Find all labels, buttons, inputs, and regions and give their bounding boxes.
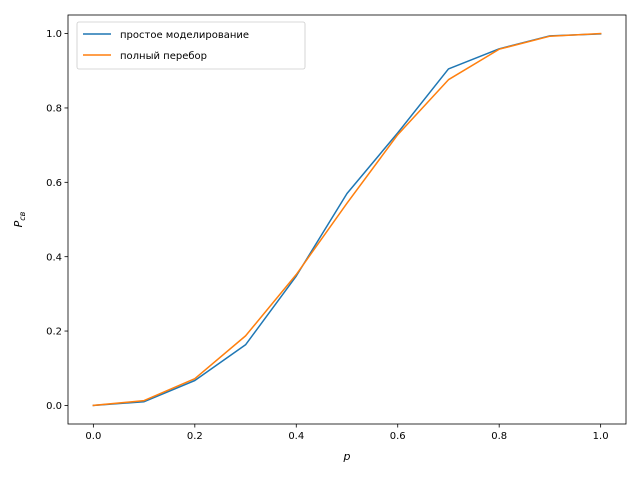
y-axis: 0.0 0.2 0.4 0.6 0.8 1.0	[46, 29, 68, 412]
y-tick-label: 1.0	[46, 29, 62, 40]
plot-frame	[67, 14, 627, 425]
y-axis-label-main: P	[12, 220, 25, 227]
y-axis-label: Pсв	[12, 211, 27, 227]
legend: простое моделирование полный перебор	[76, 21, 306, 70]
x-tick-label: 1.0	[593, 431, 609, 442]
series-layer	[92, 32, 602, 407]
legend-box	[76, 21, 306, 70]
y-tick-label: 0.8	[46, 104, 62, 115]
x-axis: 0.0 0.2 0.4 0.6 0.8 1.0	[85, 424, 609, 442]
x-tick-label: 0.0	[85, 431, 101, 442]
x-tick-label: 0.2	[187, 431, 203, 442]
x-tick-label: 0.8	[491, 431, 507, 442]
y-axis-label-subscript: св	[18, 211, 27, 220]
legend-label-2: полный перебор	[120, 51, 207, 62]
x-tick-label: 0.4	[288, 431, 304, 442]
y-tick-label: 0.0	[46, 401, 62, 412]
x-axis-label: p	[343, 450, 351, 463]
x-tick-label: 0.6	[390, 431, 406, 442]
legend-label-1: простое моделирование	[120, 30, 249, 41]
series-line-2	[92, 32, 602, 407]
y-tick-label: 0.4	[46, 252, 62, 263]
y-tick-label: 0.6	[46, 178, 62, 189]
y-tick-label: 0.2	[46, 327, 62, 338]
